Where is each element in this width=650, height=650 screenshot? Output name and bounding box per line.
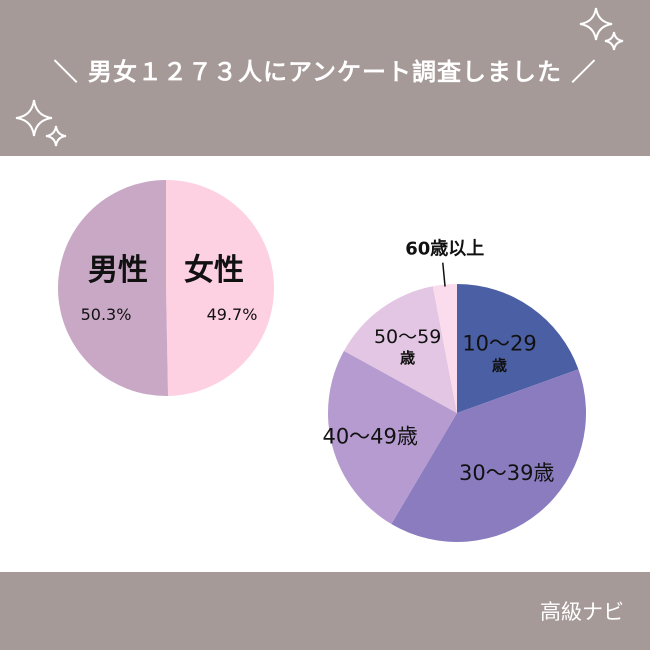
page-title: ＼ 男女１２７３人にアンケート調査しました ／ — [53, 58, 597, 86]
pie-slice-10-29 — [457, 284, 579, 413]
sparkle-icon — [15, 99, 67, 147]
slice-value-female: 49.7% — [207, 305, 258, 324]
slice-label-50-59-unit: 歳 — [400, 349, 415, 367]
brand-logo: 高級ナビ — [540, 600, 624, 624]
slice-label-10-29: 10～29 — [462, 331, 536, 355]
pie-slice-female — [166, 180, 274, 396]
header-band: ＼ 男女１２７３人にアンケート調査しました ／ — [0, 0, 650, 156]
slice-label-50-59: 50～59 — [374, 326, 441, 348]
leader-line-60-plus — [442, 262, 446, 287]
pie-slice-30-39 — [391, 369, 586, 542]
slice-label-10-29-unit: 歳 — [492, 356, 507, 374]
slice-label-male: 男性 — [88, 253, 148, 288]
sparkle-icon — [579, 7, 624, 51]
pie-slice-50-59 — [343, 286, 457, 413]
pie-slice-male — [57, 180, 169, 397]
pie-slice-60-plus — [432, 284, 457, 413]
slice-label-40-49: 40～49歳 — [322, 425, 417, 449]
slice-label-30-39: 30～39歳 — [459, 461, 554, 485]
pie-slice-40-49 — [328, 350, 457, 525]
slice-value-male: 50.3% — [81, 305, 132, 324]
slice-label-60-plus: 60歳以上 — [405, 239, 484, 260]
footer-band — [0, 572, 650, 650]
slice-label-female: 女性 — [184, 253, 244, 288]
